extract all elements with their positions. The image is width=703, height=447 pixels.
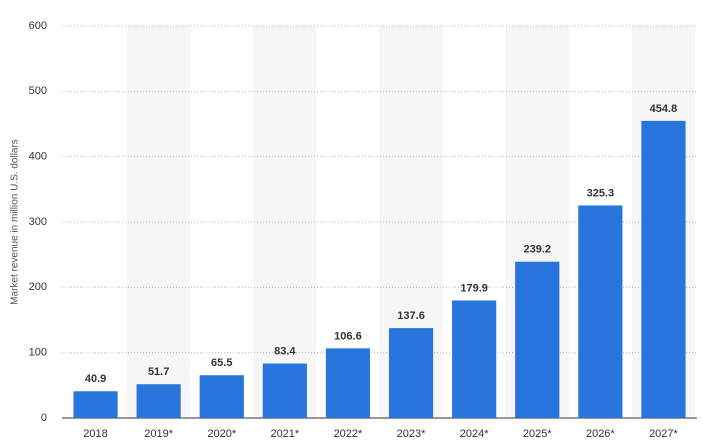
x-tick-label: 2021* bbox=[270, 428, 299, 440]
bar bbox=[452, 300, 497, 418]
bar bbox=[578, 205, 623, 418]
bar bbox=[199, 375, 244, 418]
bar bbox=[515, 261, 560, 418]
data-label: 51.7 bbox=[148, 366, 169, 378]
bar bbox=[325, 348, 371, 418]
x-tick-label: 2022* bbox=[334, 428, 363, 440]
x-tick-label: 2025* bbox=[523, 428, 552, 440]
x-tick-label: 2024* bbox=[460, 428, 489, 440]
bar bbox=[641, 120, 686, 418]
bar bbox=[73, 391, 118, 418]
y-tick-label: 100 bbox=[29, 347, 47, 359]
y-tick-label: 600 bbox=[29, 20, 47, 32]
data-label: 137.6 bbox=[397, 310, 425, 322]
y-tick-label: 200 bbox=[29, 281, 47, 293]
y-tick-label: 500 bbox=[29, 85, 47, 97]
bar bbox=[388, 328, 434, 418]
data-label: 40.9 bbox=[85, 373, 106, 385]
data-label: 83.4 bbox=[274, 345, 296, 357]
data-label: 325.3 bbox=[587, 187, 615, 199]
data-label: 454.8 bbox=[650, 103, 678, 115]
data-label: 179.9 bbox=[460, 282, 488, 294]
x-tick-label: 2019* bbox=[144, 428, 173, 440]
x-tick-label: 2018 bbox=[83, 428, 107, 440]
x-tick-label: 2020* bbox=[207, 428, 236, 440]
x-tick-label: 2027* bbox=[649, 428, 678, 440]
x-tick-label: 2023* bbox=[397, 428, 426, 440]
data-label: 239.2 bbox=[523, 244, 551, 256]
bar bbox=[136, 384, 181, 418]
x-tick-label: 2026* bbox=[586, 428, 615, 440]
y-tick-label: 0 bbox=[41, 412, 47, 424]
bar bbox=[262, 363, 307, 418]
data-label: 106.6 bbox=[334, 330, 362, 342]
y-tick-label: 300 bbox=[29, 216, 47, 228]
y-tick-label: 400 bbox=[29, 151, 47, 163]
data-label: 65.5 bbox=[211, 357, 232, 369]
y-axis-label: Market revenue in million U.S. dollars bbox=[10, 139, 21, 305]
